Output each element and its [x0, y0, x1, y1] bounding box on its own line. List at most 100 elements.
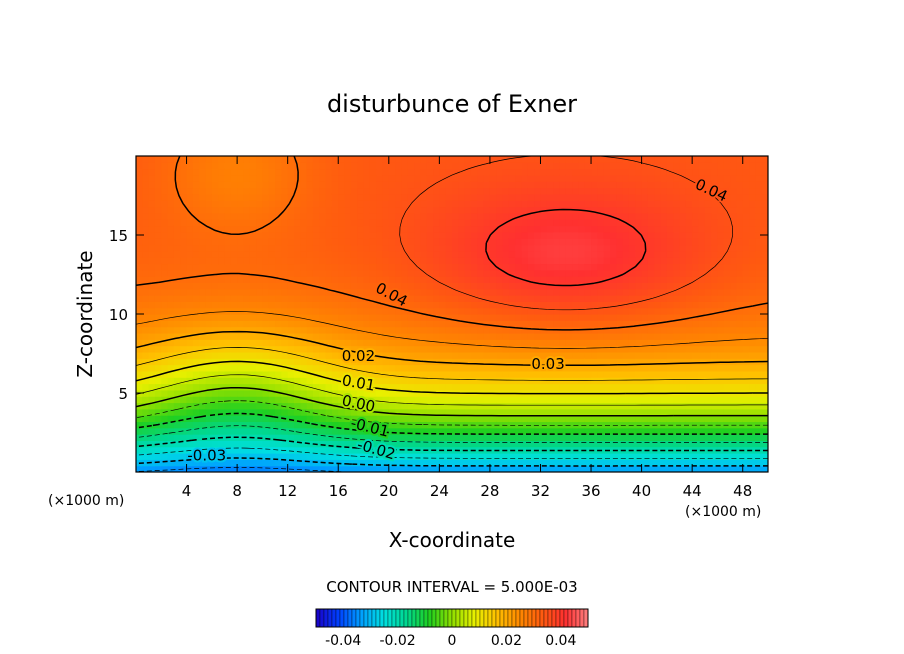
heatmap-cell [742, 408, 750, 416]
heatmap-cell [186, 181, 194, 189]
heatmap-cell [578, 332, 586, 340]
heatmap-cell [281, 351, 289, 359]
heatmap-cell [186, 156, 194, 163]
heatmap-cell [363, 446, 371, 454]
heatmap-cell [161, 219, 169, 227]
heatmap-cell [717, 162, 725, 170]
heatmap-cell [584, 396, 592, 404]
heatmap-cell [300, 225, 308, 233]
heatmap-cell [268, 288, 276, 296]
heatmap-cell [723, 301, 731, 309]
heatmap-cell [388, 269, 396, 277]
heatmap-cell [521, 370, 529, 378]
heatmap-cell [186, 206, 194, 214]
heatmap-cell [502, 332, 510, 340]
heatmap-cell [167, 358, 175, 366]
heatmap-cell [565, 219, 573, 227]
heatmap-cell [287, 238, 295, 246]
heatmap-cell [755, 269, 763, 277]
heatmap-cell [173, 200, 181, 208]
heatmap-cell [610, 263, 617, 271]
heatmap-cell [357, 345, 365, 353]
heatmap-cell [578, 288, 586, 296]
heatmap-cell [211, 459, 219, 467]
heatmap-cell [445, 415, 453, 423]
heatmap-cell [376, 314, 384, 321]
heatmap-cell [692, 181, 700, 189]
heatmap-cell [546, 364, 554, 372]
heatmap-cell [540, 440, 548, 448]
heatmap-cell [312, 187, 320, 195]
heatmap-cell [300, 156, 308, 163]
heatmap-cell [654, 156, 662, 163]
heatmap-cell [325, 231, 333, 239]
heatmap-cell [211, 250, 219, 258]
heatmap-cell [673, 225, 681, 233]
heatmap-cell [559, 440, 567, 448]
heatmap-cell [736, 427, 744, 435]
heatmap-cell [249, 301, 257, 309]
heatmap-cell [647, 257, 655, 265]
heatmap-cell [319, 453, 327, 460]
heatmap-cell [546, 225, 554, 233]
heatmap-cell [521, 225, 529, 233]
heatmap-cell [458, 301, 466, 309]
heatmap-cell [692, 307, 700, 315]
heatmap-cell [243, 415, 251, 423]
heatmap-cell [603, 396, 611, 404]
heatmap-cell [426, 320, 434, 328]
heatmap-cell [761, 181, 768, 189]
heatmap-cell [287, 396, 295, 404]
heatmap-cell [161, 231, 169, 239]
heatmap-cell [211, 358, 219, 366]
heatmap-cell [376, 345, 384, 353]
heatmap-cell [439, 320, 447, 328]
heatmap-cell [426, 377, 434, 385]
heatmap-cell [388, 193, 396, 201]
heatmap-cell [540, 314, 548, 321]
heatmap-cell [154, 351, 162, 359]
heatmap-cell [483, 364, 491, 372]
heatmap-cell [496, 370, 504, 378]
heatmap-cell [218, 168, 226, 176]
heatmap-cell [559, 156, 567, 163]
heatmap-cell [281, 288, 289, 296]
heatmap-cell [635, 358, 643, 366]
heatmap-cell [749, 156, 756, 163]
heatmap-cell [401, 257, 409, 265]
heatmap-cell [154, 434, 162, 441]
heatmap-cell [382, 314, 390, 321]
heatmap-cell [717, 212, 725, 220]
heatmap-cell [515, 465, 523, 472]
heatmap-cell [224, 231, 232, 239]
heatmap-cell [161, 250, 169, 258]
heatmap-cell [287, 377, 295, 385]
heatmap-cell [445, 295, 453, 302]
heatmap-cell [445, 162, 453, 170]
heatmap-cell [407, 187, 415, 195]
heatmap-cell [673, 162, 681, 170]
heatmap-cell [256, 377, 263, 385]
heatmap-cell [736, 465, 744, 472]
heatmap-cell [515, 181, 523, 189]
heatmap-cell [142, 440, 150, 448]
heatmap-cell [388, 383, 396, 391]
heatmap-cell [294, 434, 301, 441]
heatmap-cell [395, 332, 403, 340]
heatmap-cell [559, 364, 567, 372]
heatmap-cell [603, 383, 611, 391]
heatmap-cell [578, 358, 586, 366]
heatmap-cell [654, 453, 662, 460]
heatmap-cell [597, 434, 605, 441]
heatmap-cell [439, 282, 447, 290]
heatmap-cell [433, 156, 440, 163]
heatmap-cell [610, 174, 617, 182]
heatmap-cell [502, 453, 510, 460]
heatmap-cell [521, 440, 529, 448]
heatmap-cell [148, 231, 156, 239]
heatmap-cell [331, 434, 339, 441]
heatmap-cell [553, 231, 561, 239]
heatmap-cell [148, 219, 156, 227]
heatmap-cell [420, 269, 428, 277]
heatmap-cell [439, 206, 447, 214]
